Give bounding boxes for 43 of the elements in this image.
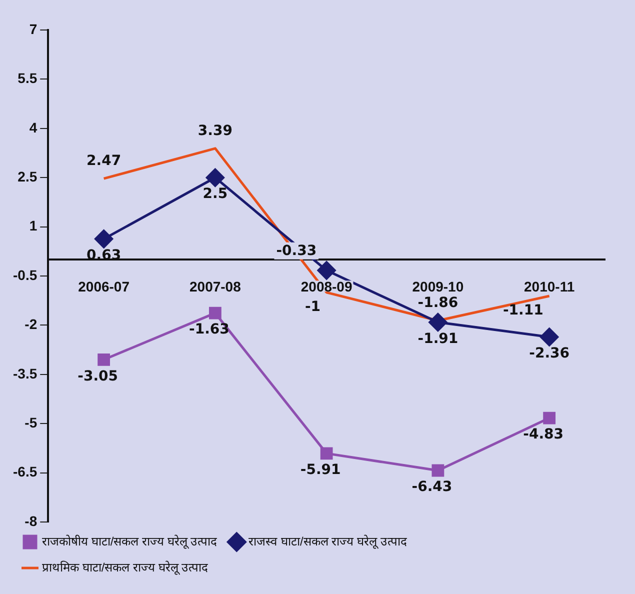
legend-label: प्राथमिक घाटा/सकल राज्य घरेलू उत्पाद	[42, 560, 209, 576]
point	[428, 313, 448, 332]
y-tick-label: 7	[29, 20, 38, 37]
y-tick-label: -0.5	[13, 266, 38, 283]
point	[432, 464, 444, 477]
y-tick-label: -3.5	[13, 365, 38, 382]
point	[540, 328, 559, 346]
point	[208, 306, 222, 320]
point	[320, 447, 333, 460]
data-label: -1.11	[502, 302, 544, 319]
point	[98, 353, 110, 366]
data-label: 2.47	[86, 153, 122, 170]
y-tick-label: 1	[29, 218, 38, 234]
y-tick-label: 2.5	[18, 168, 38, 184]
data-label: -1.91	[418, 330, 458, 347]
point	[543, 412, 556, 424]
x-tick-label: 2008-09	[300, 278, 352, 294]
x-tick-label: 2006-07	[78, 278, 130, 294]
y-tick-label: 5.5	[18, 70, 38, 86]
x-tick-label: 2009-10	[412, 278, 464, 294]
data-label: -5.91	[300, 462, 341, 478]
point	[317, 261, 336, 280]
legend-label: राजकोषीय घाटा/सकल राज्य घरेलू उत्पाद	[42, 534, 218, 550]
data-label: -1.86	[418, 295, 458, 312]
y-tick-label: -5	[24, 414, 38, 430]
y-tick-label: 4	[29, 119, 38, 136]
data-label: -6.43	[412, 479, 452, 496]
data-label: -2.36	[529, 346, 570, 362]
data-label: -0.33	[276, 243, 317, 260]
data-label: -1	[305, 299, 321, 316]
data-label: -4.83	[523, 426, 564, 443]
y-tick-label: -6.5	[13, 464, 38, 480]
data-label: -1.63	[189, 322, 230, 338]
legend-label: राजस्व घाटा/सकल राज्य घरेलू उत्पाद	[248, 534, 408, 550]
x-tick-label: 2010-11	[524, 278, 575, 294]
y-tick-label: -8	[24, 512, 38, 529]
data-label: -3.05	[78, 368, 118, 384]
x-tick-label: 2007-08	[189, 278, 242, 294]
y-tick-label: -2	[24, 316, 38, 332]
point	[206, 168, 224, 187]
data-label: 3.39	[198, 123, 232, 140]
point	[94, 230, 114, 248]
data-label: 2.5	[202, 186, 228, 202]
